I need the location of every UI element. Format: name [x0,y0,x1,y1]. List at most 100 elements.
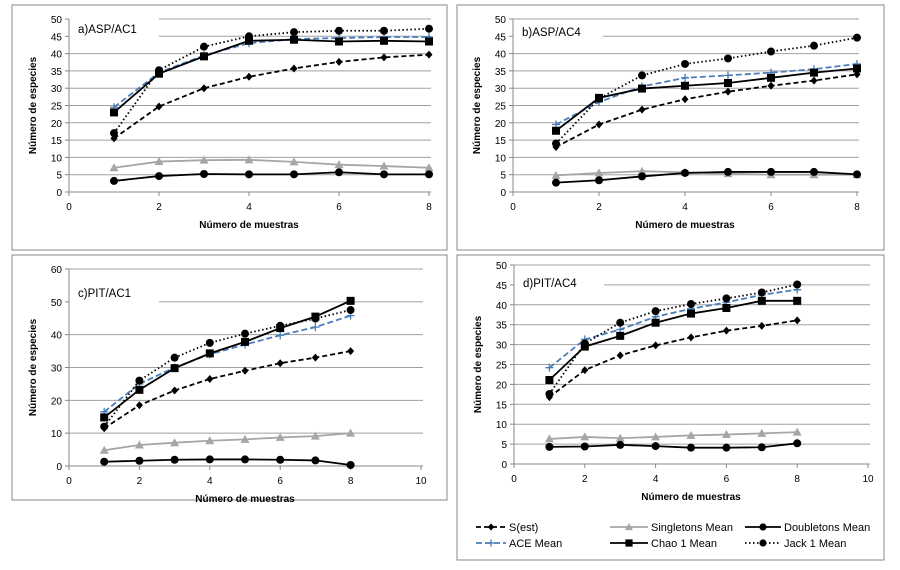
x-axis-label: Número de muestras [199,220,299,231]
square-marker [757,296,766,305]
legend-item: Doubletons Mean [745,522,870,534]
x-tick-label: 4 [207,476,213,487]
panel-title: d)PIT/AC4 [523,278,577,290]
y-tick-label: 50 [495,15,507,26]
series-line [555,36,858,145]
circle-marker [638,172,646,181]
series-line [555,63,858,126]
triangle-marker [240,434,250,443]
series-line [549,431,798,440]
plus-marker [681,73,689,82]
circle-marker [552,139,560,148]
circle-marker [552,178,560,187]
square-marker [335,37,343,46]
y-tick-label: 20 [496,380,508,391]
diamond-marker [652,341,660,350]
circle-marker [616,318,625,327]
circle-marker [135,456,144,465]
legend-label: Chao 1 Mean [651,538,717,550]
y-tick-label: 50 [51,298,63,309]
triangle-marker [651,432,661,441]
x-tick-label: 10 [862,474,874,485]
x-tick-label: 6 [724,474,730,485]
circle-marker [245,32,253,41]
y-tick-label: 35 [495,67,507,78]
legend-label: ACE Mean [509,538,562,550]
circle-marker [545,442,554,451]
triangle-marker [346,428,356,437]
circle-marker [346,306,355,315]
chart-panel-d: 0 5 10 15 20 25 30 35 40 45 50 0 2 4 6 8 10 Número de mue… [456,254,885,561]
square-marker [241,337,249,346]
panel-frame [11,4,448,251]
triangle-marker [594,168,604,177]
square-marker [346,296,355,305]
chart-panel-c: 0 10 20 30 40 50 60 0 2 4 6 8 10 Número de muestras Nú… [11,254,448,505]
y-tick-label: 5 [500,171,506,182]
series-line [113,38,430,114]
circle-marker [793,439,802,448]
x-tick-label: 0 [511,474,517,485]
diamond-marker [638,105,646,114]
chart-panel-b: 0 5 10 15 20 25 30 35 40 45 50 0 2 4 6 8 Número de muest… [456,4,885,251]
diamond-marker [767,81,775,90]
circle-marker [681,168,689,177]
circle-marker [757,443,766,452]
x-axis-label: Número de muestras [641,492,741,503]
triangle-marker [424,163,434,172]
diamond-marker [335,57,343,66]
x-tick-label: 10 [415,476,427,487]
y-tick-label: 50 [51,15,63,26]
circle-marker [638,71,646,80]
square-marker [200,52,208,61]
circle-marker [241,455,249,464]
circle-marker [155,172,163,181]
diamond-marker [276,359,284,368]
series-line [103,350,351,429]
x-tick-label: 2 [596,202,602,213]
x-tick-label: 6 [336,202,342,213]
x-tick-label: 4 [653,474,659,485]
square-marker [853,64,861,73]
circle-marker [100,422,109,431]
series-line [104,432,351,452]
circle-marker [425,24,433,33]
circle-marker [205,455,214,464]
series-line [103,300,351,419]
series-line [548,319,798,398]
circle-marker [810,41,818,50]
diamond-marker [155,102,163,111]
circle-marker [651,307,660,316]
x-tick-label: 8 [348,476,354,487]
x-tick-label: 8 [426,202,432,213]
triangle-marker [615,433,625,442]
x-tick-label: 2 [582,474,588,485]
series-s-est- [545,316,801,402]
y-tick-label: 25 [496,361,508,372]
diamond-marker [380,53,388,62]
series-s-est- [110,50,433,143]
series-line [113,171,429,182]
x-tick-label: 0 [66,476,72,487]
circle-marker [110,176,118,185]
plus-marker [276,331,285,340]
circle-marker [335,168,343,177]
square-marker [290,35,298,44]
circle-marker [759,523,767,531]
circle-marker [311,314,320,323]
circle-marker [276,455,285,464]
triangle-marker [721,430,731,439]
series-singletons-mean [544,427,802,443]
circle-marker [724,54,732,63]
y-tick-label: 20 [51,119,63,130]
y-tick-label: 40 [495,50,507,61]
triangle-marker [99,445,109,454]
y-tick-label: 0 [501,460,507,471]
y-axis-label: Número de especies [28,318,39,416]
y-tick-label: 10 [496,420,508,431]
y-tick-label: 15 [51,136,63,147]
circle-marker [205,338,214,347]
square-marker [681,81,689,90]
series-doubletons-mean [545,439,802,452]
diamond-marker [206,374,214,383]
